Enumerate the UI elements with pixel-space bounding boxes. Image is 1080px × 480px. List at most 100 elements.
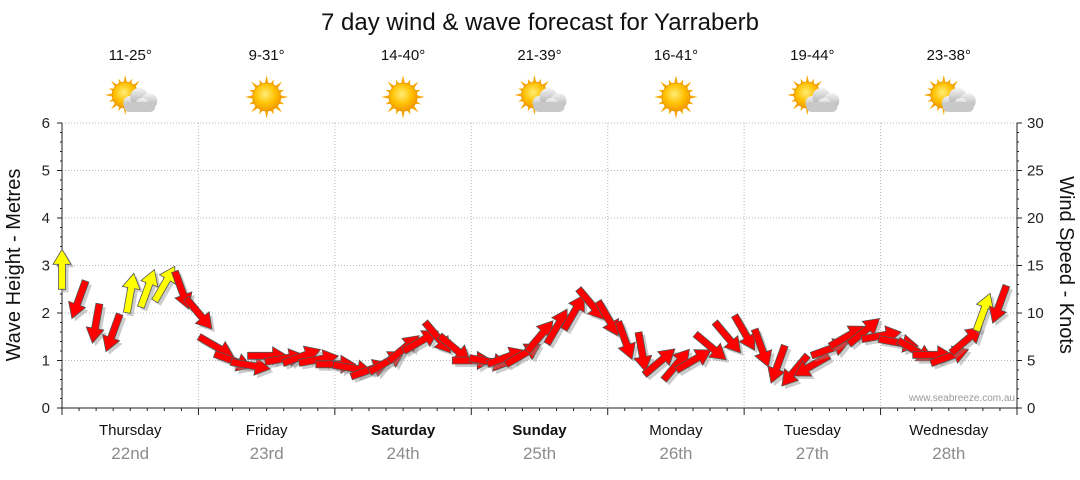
wind-arrow: [793, 352, 834, 380]
sunny-icon: [381, 75, 425, 119]
wind-arrow: [594, 299, 622, 339]
day-header: 9-31°: [244, 47, 289, 119]
temperature-range: 23-38°: [927, 47, 971, 64]
day-date: 23rd: [250, 444, 284, 463]
day-name: Wednesday: [909, 422, 988, 439]
cloud-base: [806, 102, 838, 112]
wind-arrow: [711, 319, 744, 356]
wind-arrow: [151, 265, 179, 306]
y-axis-label-left: Wave Height - Metres: [3, 169, 25, 362]
sun-ray: [415, 94, 425, 100]
wind-arrow: [85, 302, 107, 347]
wind-arrow-series: [52, 248, 1013, 390]
wind-arrow: [972, 292, 997, 336]
day-date: 25th: [523, 444, 556, 463]
y-tick-label-left: 5: [42, 163, 50, 180]
sun-ray: [514, 93, 523, 97]
day-name: Monday: [649, 422, 703, 439]
wind-arrow: [401, 330, 442, 358]
axis-layer: 0 1 2 3 4 5 6 0 5 10 15 20 25 30: [42, 115, 1044, 417]
temperature-range: 9-31°: [249, 47, 285, 64]
temperature-range: 14-40°: [381, 47, 425, 64]
cloud-shape: [123, 88, 158, 112]
sun-ray: [279, 94, 289, 100]
day-header: 16-41°: [654, 47, 698, 119]
wind-arrow-shape: [121, 272, 141, 314]
sun-ray: [654, 94, 664, 100]
wind-arrow-shape: [421, 319, 452, 354]
day-name: Thursday: [99, 422, 162, 439]
cloud-base: [533, 102, 565, 112]
day-date: 24th: [387, 444, 420, 463]
wind-arrow-shape: [52, 248, 72, 290]
sun-disc: [388, 82, 418, 112]
sun-ray: [244, 94, 255, 100]
temperature-range: 19-44°: [790, 47, 834, 64]
y-tick-label-left: 4: [42, 210, 50, 227]
day-date: 28th: [932, 444, 965, 463]
wind-arrow-shape: [68, 279, 90, 320]
wind-arrow: [988, 283, 1013, 327]
y-tick-label-right: 20: [1027, 210, 1044, 227]
y-axis-label-right: Wind Speed - Knots: [1055, 176, 1077, 354]
wind-arrow-shape: [674, 349, 712, 374]
sun-ray: [688, 94, 698, 100]
wind-arrow-shape: [182, 295, 213, 330]
wind-arrow-shape: [85, 302, 105, 344]
day-name: Sunday: [512, 422, 567, 439]
wind-arrow-shape: [151, 265, 176, 304]
y-tick-label-left: 1: [42, 353, 50, 370]
wind-arrow: [68, 279, 92, 322]
sun-ray: [805, 74, 810, 84]
wind-arrow-shape: [633, 331, 653, 373]
wind-arrow: [229, 356, 274, 379]
y-tick-label-right: 0: [1027, 400, 1035, 417]
cloud-shape: [805, 88, 840, 112]
wind-arrow: [560, 294, 588, 335]
wind-arrow: [102, 312, 126, 355]
day-name: Tuesday: [784, 422, 841, 439]
wind-arrow: [614, 320, 639, 363]
wind-arrow-shape: [692, 330, 727, 361]
cloud-base: [942, 102, 974, 112]
wind-arrow-shape: [614, 320, 636, 361]
y-tick-label-left: 2: [42, 305, 50, 322]
y-tick-label-left: 3: [42, 258, 50, 275]
temperature-range: 11-25°: [109, 47, 152, 64]
sun-ray: [673, 75, 678, 85]
wind-arrow-shape: [988, 283, 1011, 324]
wind-arrow-shape: [750, 327, 773, 368]
wind-arrow-shape: [711, 319, 742, 354]
cloud-shape: [941, 88, 976, 112]
day-header-layer: 11-25° 9-31° 14-40° 21-39° 16-41° 19-44° 23-38…: [105, 47, 976, 119]
y-tick-label-right: 25: [1027, 163, 1044, 180]
wind-arrow-shape: [102, 312, 124, 353]
cloud-base: [124, 102, 156, 112]
y-tick-label-left: 6: [42, 115, 50, 132]
wind-arrow: [674, 349, 715, 377]
day-header: 23-38°: [923, 47, 976, 116]
day-name: Friday: [246, 422, 288, 439]
day-header: 19-44°: [787, 47, 840, 116]
wind-arrow: [692, 330, 730, 363]
chart-title: 7 day wind & wave forecast for Yarraberb: [321, 9, 759, 36]
day-date: 27th: [796, 444, 829, 463]
wind-arrow-shape: [594, 299, 619, 337]
y-tick-label-right: 30: [1027, 115, 1044, 132]
partly-cloudy-icon: [923, 74, 976, 116]
sun-ray: [673, 109, 678, 119]
sun-ray: [401, 109, 406, 119]
day-header: 21-39°: [514, 47, 567, 116]
day-label-layer: Thursday 22nd Friday 23rd Saturday 24th Sunday…: [99, 422, 989, 463]
sun-ray: [105, 93, 114, 97]
watermark: www.seabreeze.com.au: [908, 393, 1015, 404]
wind-arrow: [182, 295, 215, 333]
sun-ray: [401, 75, 406, 85]
temperature-range: 16-41°: [654, 47, 698, 64]
partly-cloudy-icon: [514, 74, 567, 116]
sun-ray: [123, 74, 128, 84]
sun-ray: [264, 109, 269, 119]
wind-arrow-shape: [641, 348, 676, 378]
